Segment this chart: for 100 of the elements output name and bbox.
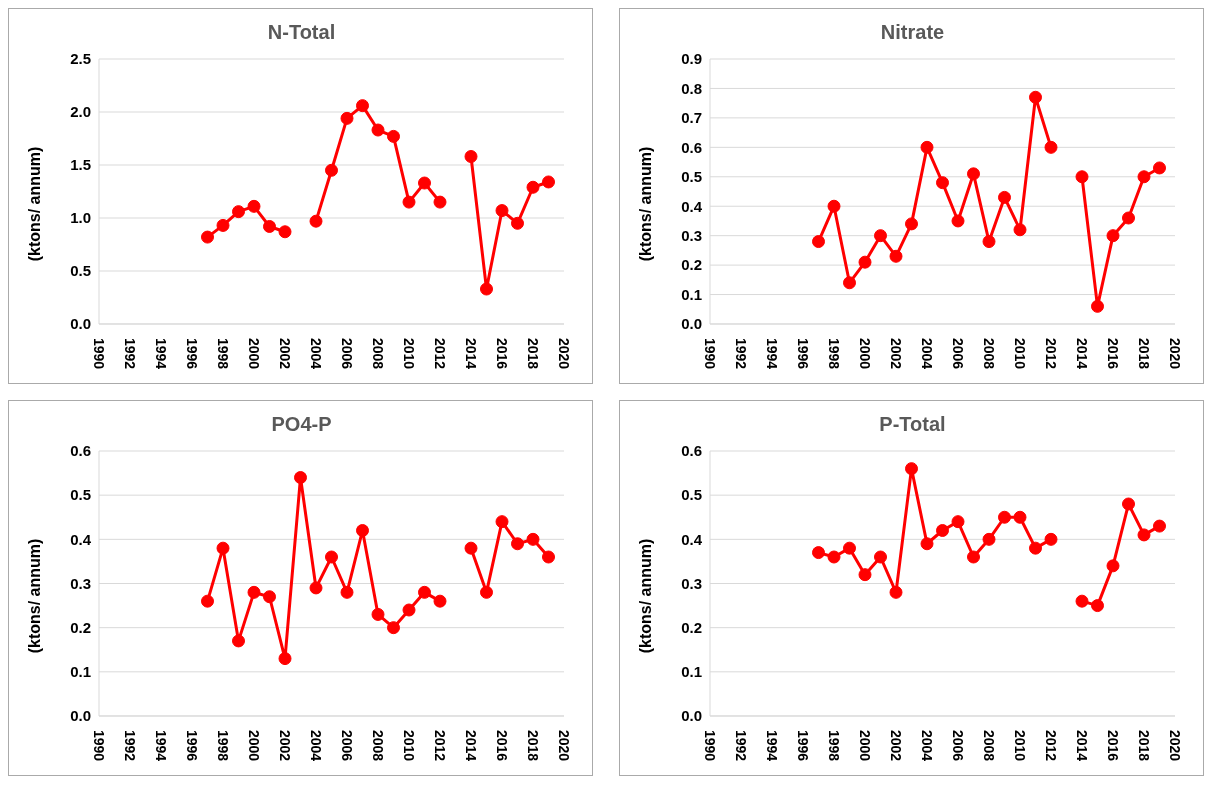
point [905,462,918,476]
y-tick-label: 0.6 [681,442,702,460]
point [201,594,214,608]
point [356,524,369,537]
point [340,111,354,125]
y-tick-label: 0.3 [681,226,702,244]
x-tick-label: 2004 [919,338,936,370]
point [1137,170,1151,184]
x-tick-label: 2008 [981,338,998,370]
y-tick-label: 0.6 [681,138,702,156]
y-axis-title: (ktons/ annum) [637,538,655,654]
point [1091,299,1104,313]
point [526,532,540,546]
x-tick-label: 2020 [1167,730,1184,762]
x-tick-label: 2016 [1105,338,1122,370]
x-tick-label: 2010 [401,338,418,370]
point [464,541,478,555]
x-tick-label: 2016 [494,338,511,370]
x-tick-label: 2002 [888,338,905,370]
point [402,195,416,209]
point [356,99,369,113]
y-tick-label: 0.7 [681,109,702,127]
point [263,219,276,233]
point [982,532,996,546]
point [418,585,431,599]
x-tick-label: 2004 [308,730,325,762]
x-tick-label: 2018 [525,338,542,370]
x-tick-label: 2018 [1136,730,1153,762]
chart-title: P-Total [878,413,947,436]
x-tick-label: 2000 [246,338,263,370]
point [247,585,261,599]
point [1029,541,1042,555]
point [309,214,323,228]
y-tick-label: 0.4 [681,197,703,215]
x-tick-label: 2002 [277,338,294,370]
x-tick-label: 1998 [826,730,843,762]
y-axis-title: (ktons/ annum) [26,538,44,654]
point [294,471,307,484]
x-tick-label: 1996 [795,730,812,762]
y-tick-label: 0.0 [681,707,702,725]
x-tick-label: 1992 [733,338,750,370]
point [325,163,338,177]
point [998,510,1011,524]
x-tick-label: 2010 [1012,338,1029,370]
y-axis-title: (ktons/ annum) [637,146,655,262]
point [325,550,338,564]
point [1044,532,1058,546]
y-tick-label: 0.6 [70,442,91,460]
x-tick-label: 1998 [215,730,232,762]
y-tick-label: 0.4 [70,530,92,548]
y-axis-title: (ktons/ annum) [26,146,44,262]
x-tick-label: 1998 [826,338,843,370]
y-tick-label: 1.5 [70,156,91,174]
point [480,282,493,296]
x-tick-label: 2006 [950,730,967,762]
x-tick-label: 2016 [1105,730,1122,762]
point [402,603,416,617]
x-tick-label: 2000 [857,338,874,370]
x-tick-label: 2002 [888,730,905,762]
x-tick-label: 1990 [702,730,719,762]
x-tick-label: 1992 [122,338,139,370]
point [1106,229,1120,243]
y-tick-label: 0.1 [70,663,91,681]
point [201,230,214,244]
point [1075,594,1089,608]
y-tick-label: 0.0 [681,315,702,333]
point [1137,528,1151,542]
x-tick-label: 2006 [339,338,356,370]
y-tick-label: 0.3 [70,574,91,592]
x-tick-label: 2014 [1074,730,1091,762]
point [480,585,493,599]
point [464,150,478,164]
point [247,199,261,213]
y-tick-label: 2.5 [70,50,91,68]
point [812,546,825,560]
x-tick-label: 2006 [950,338,967,370]
x-tick-label: 2014 [463,338,480,370]
y-tick-label: 0.5 [70,486,91,504]
point [278,652,292,666]
x-tick-label: 2000 [246,730,263,762]
x-tick-label: 2004 [308,338,325,370]
x-tick-label: 1990 [91,730,108,762]
point [433,594,447,608]
chart-title: Nitrate [879,21,946,44]
point [858,255,872,269]
x-tick-label: 2008 [370,338,387,370]
y-tick-label: 0.0 [70,315,91,333]
point [874,550,887,564]
x-tick-label: 2020 [556,338,573,370]
x-tick-label: 1990 [91,338,108,370]
point [511,216,524,230]
x-tick-label: 2016 [494,730,511,762]
point [967,167,980,181]
point [542,175,555,189]
point [920,140,934,154]
x-tick-label: 2012 [1043,730,1060,762]
point [998,190,1011,204]
x-tick-label: 2010 [401,730,418,762]
x-tick-label: 2010 [1012,730,1029,762]
point [232,205,245,219]
